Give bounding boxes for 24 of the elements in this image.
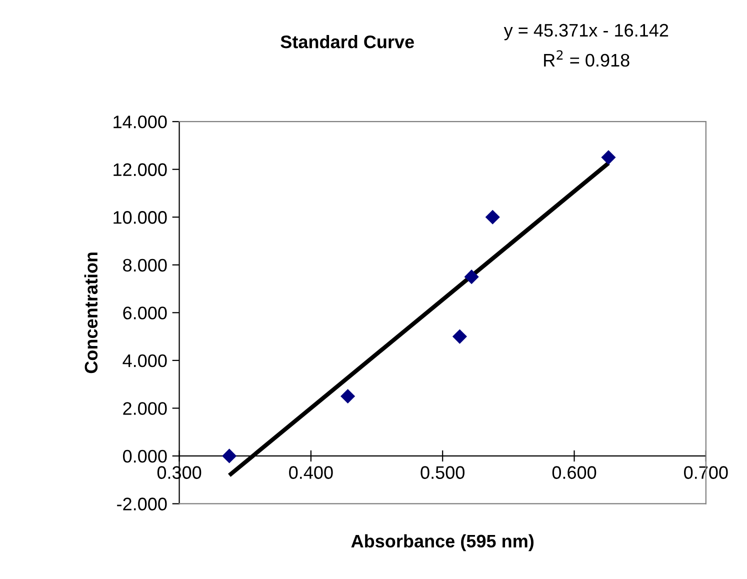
y-tick-label: 14.000 — [114, 116, 167, 128]
text: y = 45.371x - 16.142 — [504, 24, 668, 40]
y-tick-label: -2.000 — [117, 498, 167, 510]
text: R$^{2}$ = 0.918 — [544, 50, 630, 67]
point — [464, 270, 479, 284]
y-tick-label: 8.000 — [123, 258, 167, 272]
point — [340, 388, 356, 404]
y-tick-label: 10.000 — [114, 211, 167, 224]
point — [452, 329, 467, 344]
y-tick-label: 12.000 — [114, 163, 167, 176]
x-tick-label: 0.400 — [289, 466, 333, 479]
point — [485, 210, 500, 224]
point — [222, 448, 237, 464]
x-axis-title: Absorbance (595 nm) — [351, 534, 534, 552]
x-tick-label: 0.600 — [552, 466, 596, 479]
y-tick-label: 0.000 — [123, 450, 167, 463]
point — [601, 150, 616, 165]
y-tick-label: 4.000 — [122, 354, 167, 368]
chart-title: Standard Curve — [280, 35, 414, 48]
y-axis-title: Concentration — [84, 252, 98, 374]
y-tick-label: 6.000 — [123, 306, 167, 320]
x-tick-label: 0.700 — [684, 466, 728, 479]
y-tick-label: 2.000 — [123, 402, 167, 415]
x-tick-label: 0.500 — [420, 466, 464, 479]
